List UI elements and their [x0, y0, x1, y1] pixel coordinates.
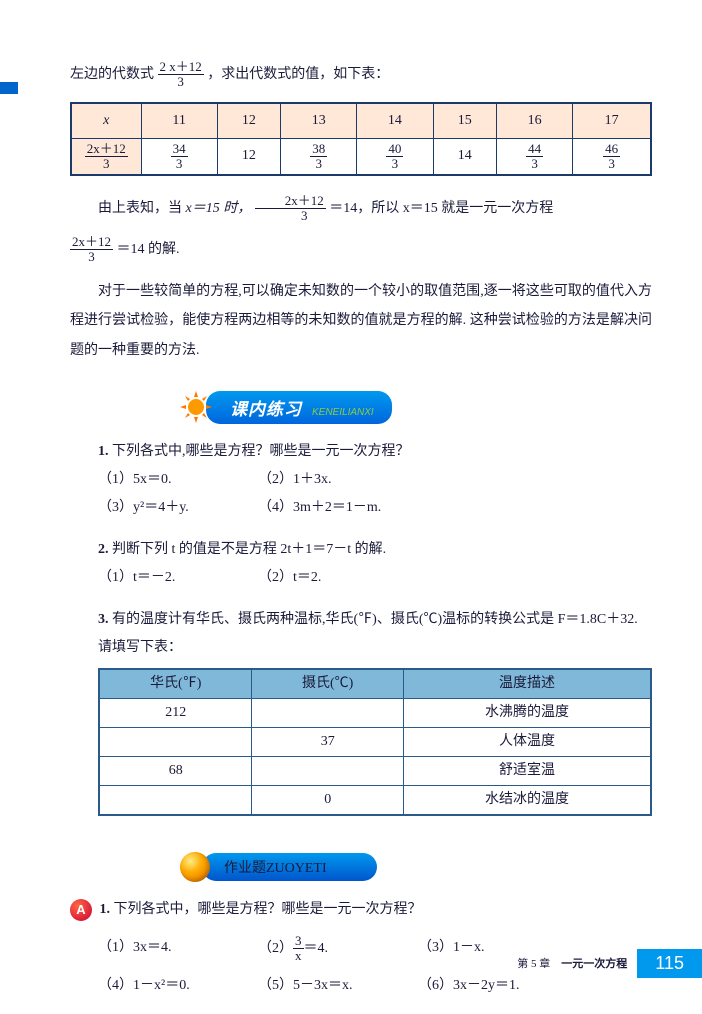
- th: 12: [217, 103, 280, 139]
- cell: 12: [217, 139, 280, 175]
- th: 摄氏(℃): [252, 669, 404, 699]
- lead-frac: 2 x＋123: [158, 60, 204, 90]
- th: 温度描述: [403, 669, 651, 699]
- cell: 人体温度: [403, 727, 651, 756]
- th: 17: [573, 103, 651, 139]
- temperature-table: 华氏(℉) 摄氏(℃) 温度描述 212 水沸腾的温度 37人体温度 68 舒适室温…: [98, 668, 652, 816]
- cell: [252, 756, 404, 785]
- cell: [252, 698, 404, 727]
- page-number: 115: [637, 949, 702, 978]
- cell: 14: [433, 139, 496, 175]
- cell: 水沸腾的温度: [403, 698, 651, 727]
- level-badge: A: [70, 899, 92, 921]
- hw1-opt1: （1）3x＝4.: [98, 934, 258, 964]
- cell: 舒适室温: [403, 756, 651, 785]
- sun-icon: [180, 391, 212, 423]
- th-x: x: [71, 103, 141, 139]
- exercise-badge: 课内练习 KENEILIANXI: [180, 391, 392, 424]
- cell: [99, 727, 252, 756]
- cell: 443: [496, 139, 572, 175]
- q2-opt1: （1）t＝－2.: [98, 564, 258, 592]
- exercise-2: 2. 判断下列 t 的值是不是方程 2t＋1＝7－t 的解. （1）t＝－2. …: [98, 536, 652, 592]
- cell: 343: [141, 139, 217, 175]
- th: 华氏(℉): [99, 669, 252, 699]
- value-table: x 11 12 13 14 15 16 17 2x＋123 343 12 383…: [70, 102, 652, 176]
- conclusion-para-2: 2x＋123 ＝14 的解.: [70, 235, 652, 265]
- chapter-label: 第 5 章 一元一次方程: [517, 955, 627, 971]
- row-label: 2x＋123: [71, 139, 141, 175]
- cell: 水结冰的温度: [403, 785, 651, 815]
- explanation-para: 对于一些较简单的方程,可以确定未知数的一个较小的取值范围,逐一将这些可取的值代入…: [70, 277, 652, 365]
- margin-tab: [0, 82, 18, 94]
- th: 15: [433, 103, 496, 139]
- orb-icon: [180, 852, 210, 882]
- cell: 463: [573, 139, 651, 175]
- exercise-pill: 课内练习 KENEILIANXI: [206, 391, 392, 424]
- homework-pill: 作业题 ZUOYETI: [202, 853, 377, 881]
- cell: 68: [99, 756, 252, 785]
- cell: 37: [252, 727, 404, 756]
- exercise-block: 1. 下列各式中,哪些是方程？哪些是一元一次方程？ （1）5x＝0. （2）1＋…: [98, 438, 652, 816]
- hw1-opt6: （6）3x－2y＝1.: [418, 972, 533, 1000]
- exercise-3: 3. 有的温度计有华氏、摄氏两种温标,华氏(℉)、摄氏(℃)温标的转换公式是 F…: [98, 606, 652, 816]
- cell: 383: [281, 139, 357, 175]
- th: 13: [281, 103, 357, 139]
- hw1-opt5: （5）5－3x＝x.: [258, 972, 418, 1000]
- lead-para: 左边的代数式 2 x＋123 ，求出代数式的值，如下表：: [70, 60, 652, 90]
- text: ，求出代数式的值，如下表：: [207, 67, 389, 82]
- q1-opt2: （2）1＋3x.: [258, 466, 418, 494]
- page-footer: 第 5 章 一元一次方程 115: [517, 949, 702, 978]
- th: 14: [357, 103, 433, 139]
- hw1-opt2: （2）3x＝4.: [258, 934, 418, 964]
- th: 11: [141, 103, 217, 139]
- q1-opt4: （4）3m＋2＝1－m.: [258, 494, 418, 522]
- q1-opt3: （3）y²＝4＋y.: [98, 494, 258, 522]
- homework-badge: 作业题 ZUOYETI: [180, 852, 377, 882]
- cell: 0: [252, 785, 404, 815]
- exercise-1: 1. 下列各式中,哪些是方程？哪些是一元一次方程？ （1）5x＝0. （2）1＋…: [98, 438, 652, 522]
- cell: [99, 785, 252, 815]
- cell: 403: [357, 139, 433, 175]
- conclusion-para: 由上表知，当 x＝15 时， 2x＋123 ＝14，所以 x＝15 就是一元一次…: [70, 194, 652, 224]
- th: 16: [496, 103, 572, 139]
- text: 左边的代数式: [70, 67, 154, 82]
- q1-opt1: （1）5x＝0.: [98, 466, 258, 494]
- cell: 212: [99, 698, 252, 727]
- hw1-opt3: （3）1－x.: [418, 934, 533, 964]
- hw1-opt4: （4）1－x²＝0.: [98, 972, 258, 1000]
- q2-opt2: （2）t＝2.: [258, 564, 418, 592]
